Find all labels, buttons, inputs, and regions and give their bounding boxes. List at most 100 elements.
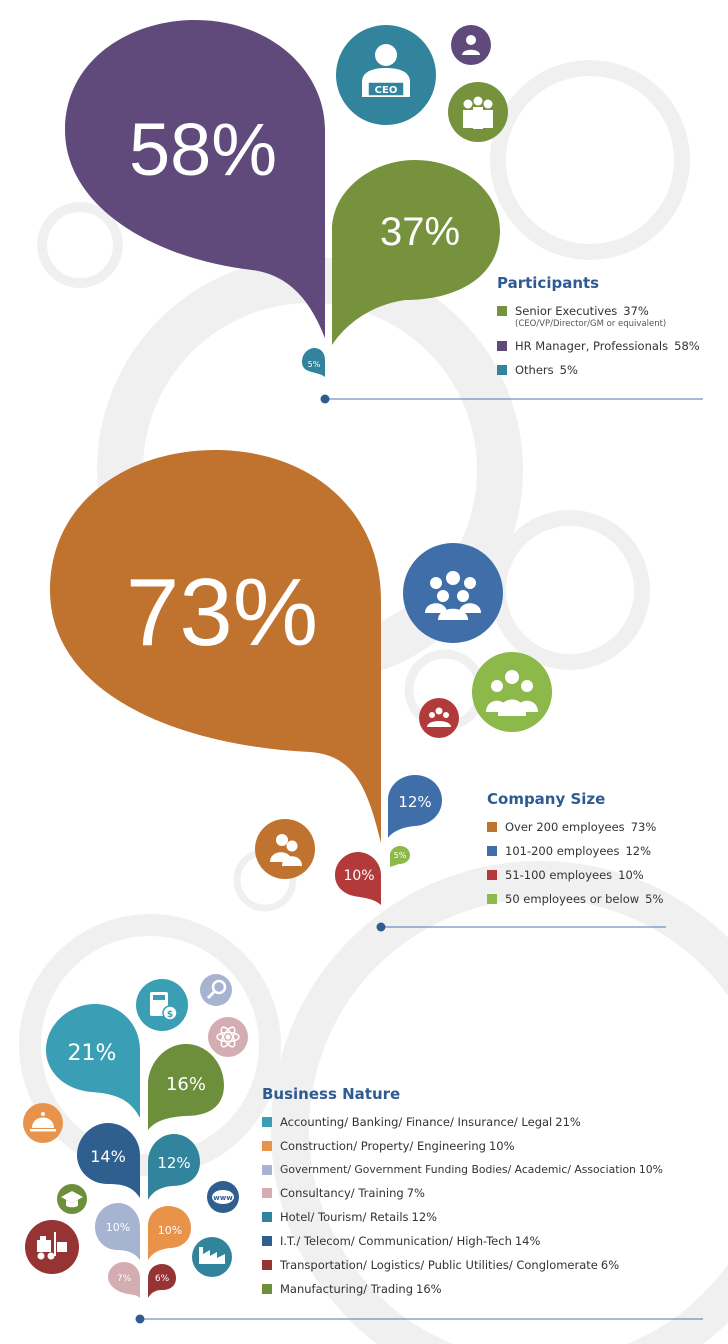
legend-value: 10% <box>618 868 644 882</box>
legend-value: 10% <box>488 1139 515 1153</box>
business-nature-timeline <box>135 1314 703 1324</box>
legend-label: 51-100 employees <box>505 868 613 882</box>
company-size-legend: Company Size Over 200 employees 73% 101-2… <box>487 790 663 916</box>
legend-swatch <box>262 1141 272 1151</box>
business-bubble-consultancy <box>108 1262 140 1298</box>
legend-swatch <box>487 822 497 832</box>
legend-swatch <box>487 894 497 904</box>
business-bubble-hotel <box>148 1134 200 1200</box>
legend-label: Hotel/ Tourism/ Retails <box>280 1210 409 1224</box>
legend-swatch <box>497 365 507 375</box>
participants-bubble-senior-label: 37% <box>380 210 460 254</box>
company-bubble-101-200 <box>388 775 442 838</box>
company-size-legend-item: 101-200 employees 12% <box>487 844 663 858</box>
graduation-cap-icon <box>57 1184 87 1214</box>
participants-legend-item-others: Others 5% <box>497 363 700 377</box>
business-nature-chart: 21% 16% 14% 12% 10% 10% 7% 6% $ <box>23 974 703 1324</box>
service-bell-icon <box>23 1103 63 1143</box>
company-size-legend-title: Company Size <box>487 790 606 808</box>
participants-bubble-others <box>302 348 325 377</box>
svg-text:$: $ <box>167 1010 173 1020</box>
legend-note: (CEO/VP/Director/GM or equivalent) <box>515 319 667 329</box>
legend-value: 6% <box>600 1258 620 1272</box>
legend-swatch <box>497 306 507 316</box>
business-bubble-accounting <box>46 1004 140 1118</box>
company-size-legend-item: Over 200 employees 73% <box>487 820 663 834</box>
participants-bubble-senior <box>332 160 500 345</box>
ceo-badge-label: CEO <box>375 85 398 96</box>
business-nature-legend-item: Construction/ Property/ Engineering 10% <box>262 1139 663 1153</box>
legend-swatch <box>262 1260 272 1270</box>
business-bubble-construction-label: 10% <box>158 1224 182 1237</box>
company-bubble-51-100 <box>335 852 381 905</box>
business-nature-legend-title: Business Nature <box>262 1085 401 1103</box>
legend-swatch <box>262 1284 272 1294</box>
legend-swatch <box>262 1188 272 1198</box>
legend-value: 12% <box>625 844 652 858</box>
company-size-legend-item: 50 employees or below 5% <box>487 892 663 906</box>
company-size-timeline <box>376 922 666 932</box>
legend-value: 73% <box>630 820 657 834</box>
legend-value: 58% <box>674 339 700 353</box>
participants-bubble-others-label: 5% <box>308 360 321 369</box>
svg-text:www: www <box>213 1194 233 1202</box>
ceo-person-icon: CEO <box>336 25 436 125</box>
legend-value: 5% <box>645 892 664 906</box>
business-bubble-it-label: 14% <box>90 1147 126 1166</box>
company-bubble-51-100-label: 10% <box>343 868 374 884</box>
medium-group-icon <box>472 652 552 732</box>
business-nature-legend-item: Manufacturing/ Trading 16% <box>262 1282 663 1296</box>
company-bubble-over200 <box>50 450 381 843</box>
participants-bubble-hr <box>65 20 325 338</box>
legend-label: I.T./ Telecom/ Communication/ High-Tech <box>280 1234 512 1248</box>
business-nature-legend-item: Hotel/ Tourism/ Retails 12% <box>262 1210 663 1224</box>
legend-label: Transportation/ Logistics/ Public Utilit… <box>280 1258 598 1272</box>
business-nature-legend-item: Accounting/ Banking/ Finance/ Insurance/… <box>262 1115 663 1129</box>
business-bubble-government <box>95 1203 140 1260</box>
business-bubble-it <box>77 1123 140 1198</box>
atom-icon <box>208 1017 248 1057</box>
legend-label: Consultancy/ Training <box>280 1186 404 1200</box>
business-bubble-transportation <box>148 1264 176 1298</box>
legend-value: 12% <box>411 1210 438 1224</box>
legend-swatch <box>487 870 497 880</box>
company-bubble-101-200-label: 12% <box>398 793 431 811</box>
business-bubble-manufacturing <box>148 1044 224 1130</box>
legend-value: 37% <box>623 304 649 318</box>
legend-swatch <box>487 846 497 856</box>
legend-value: 5% <box>559 363 578 377</box>
legend-swatch <box>262 1212 272 1222</box>
legend-value: 16% <box>416 1282 442 1296</box>
business-bubble-transportation-label: 6% <box>155 1274 170 1284</box>
participants-legend: Participants Senior Executives 37% (CEO/V… <box>497 274 700 387</box>
legend-label: Government/ Government Funding Bodies/ A… <box>280 1163 636 1176</box>
business-bubble-accounting-label: 21% <box>68 1041 117 1066</box>
business-nature-legend-item: Government/ Government Funding Bodies/ A… <box>262 1163 663 1176</box>
legend-swatch <box>262 1117 272 1127</box>
legend-label: Construction/ Property/ Engineering <box>280 1139 486 1153</box>
legend-value: 21% <box>555 1115 581 1129</box>
company-size-legend-item: 51-100 employees 10% <box>487 868 663 882</box>
business-bubble-government-label: 10% <box>106 1221 130 1234</box>
legend-value: 7% <box>406 1186 425 1200</box>
legend-label: 50 employees or below <box>505 892 640 906</box>
business-bubble-hotel-label: 12% <box>157 1154 190 1172</box>
legend-value: 10% <box>638 1163 663 1176</box>
group-of-people-icon <box>448 82 508 142</box>
legend-label: 101-200 employees <box>505 844 620 858</box>
legend-label: Manufacturing/ Trading <box>280 1282 413 1296</box>
company-bubble-below50 <box>390 846 410 867</box>
participants-legend-title: Participants <box>497 274 600 292</box>
legend-label: Accounting/ Banking/ Finance/ Insurance/… <box>280 1115 553 1129</box>
small-group-icon <box>419 698 459 738</box>
person-icon <box>451 25 491 65</box>
company-bubble-below50-label: 5% <box>394 851 407 860</box>
factory-icon <box>192 1237 232 1277</box>
legend-label: Senior Executives <box>515 304 618 318</box>
business-bubble-consultancy-label: 7% <box>117 1274 132 1284</box>
business-bubble-manufacturing-label: 16% <box>166 1074 206 1095</box>
magnifier-icon <box>200 974 232 1006</box>
legend-label: HR Manager, Professionals <box>515 339 669 353</box>
legend-value: 14% <box>514 1234 541 1248</box>
